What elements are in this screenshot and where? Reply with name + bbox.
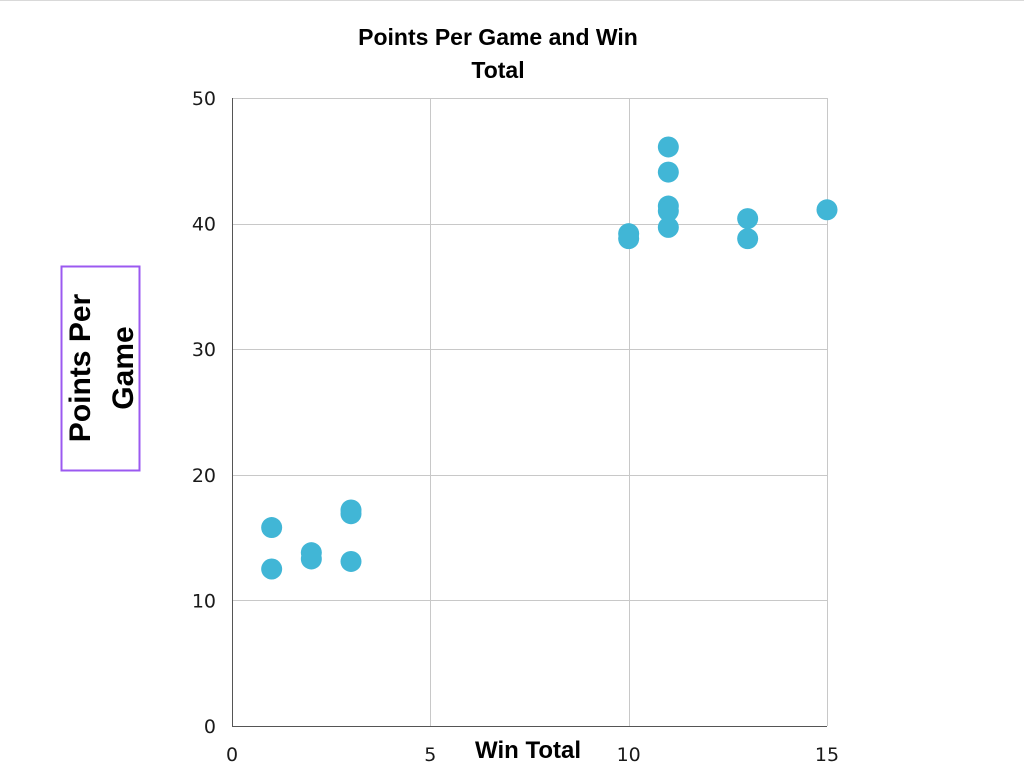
y-tick-label: 50 bbox=[192, 88, 216, 110]
x-axis-title: Win Total bbox=[475, 737, 581, 764]
data-point bbox=[657, 200, 679, 222]
grid-lines bbox=[232, 98, 828, 727]
data-point bbox=[300, 548, 322, 570]
y-tick-label: 10 bbox=[192, 590, 216, 612]
y-tick-label: 40 bbox=[192, 214, 216, 236]
y-tick-label: 20 bbox=[192, 465, 216, 487]
data-points bbox=[261, 136, 838, 580]
y-axis-title-box bbox=[60, 265, 141, 472]
y-axis-title: Points Per Game bbox=[60, 265, 141, 472]
chart-title-line-2: Total bbox=[471, 57, 524, 83]
data-point bbox=[261, 517, 283, 539]
y-tick-label: 0 bbox=[204, 716, 216, 738]
data-point bbox=[261, 558, 283, 580]
data-point bbox=[340, 550, 362, 572]
data-point bbox=[657, 216, 679, 238]
chart-title-line-1: Points Per Game and Win bbox=[358, 24, 638, 50]
x-tick-label: 0 bbox=[226, 744, 238, 766]
data-point bbox=[737, 208, 759, 230]
data-point bbox=[618, 228, 640, 250]
y-axis-title-line-1: Points Per bbox=[64, 293, 97, 442]
x-tick-label: 15 bbox=[815, 744, 839, 766]
data-point bbox=[657, 161, 679, 183]
data-point bbox=[657, 136, 679, 158]
data-point bbox=[737, 228, 759, 250]
x-tick-labels: 0 5 10 15 bbox=[226, 744, 839, 766]
data-point bbox=[340, 503, 362, 525]
y-axis-title-line-2: Game bbox=[107, 326, 140, 409]
data-point bbox=[816, 199, 838, 221]
x-tick-label: 5 bbox=[424, 744, 436, 766]
x-tick-label: 10 bbox=[617, 744, 641, 766]
y-tick-labels: 0 10 20 30 40 50 bbox=[192, 88, 216, 738]
chart-title: Points Per Game and Win Total bbox=[358, 24, 638, 83]
y-tick-label: 30 bbox=[192, 339, 216, 361]
